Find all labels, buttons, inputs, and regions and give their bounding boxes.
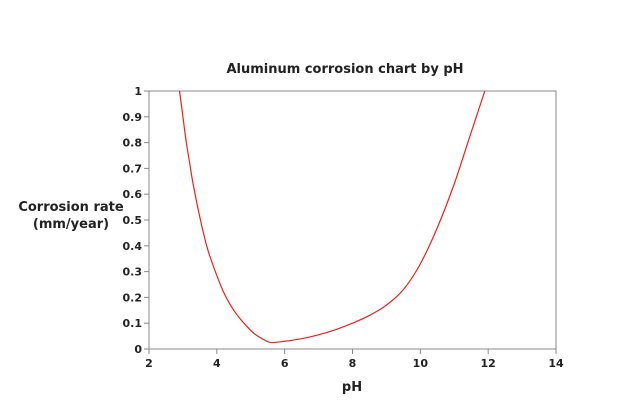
- x-tick-label: 12: [481, 357, 496, 370]
- x-axis-label: pH: [342, 380, 362, 395]
- y-tick-label: 0.7: [123, 162, 143, 175]
- y-axis-label-line-2: (mm/year): [33, 217, 109, 232]
- y-tick-label: 0.3: [123, 266, 143, 279]
- corrosion-rate-line: [178, 90, 486, 344]
- x-tick-label: 2: [145, 357, 153, 370]
- x-tick-label: 4: [213, 357, 221, 370]
- y-axis-label-line-1: Corrosion rate: [18, 200, 124, 215]
- chart-title: Aluminum corrosion chart by pH: [226, 62, 463, 77]
- y-tick-label: 0.1: [123, 317, 143, 330]
- y-tick-label: 1: [134, 85, 142, 98]
- x-tick-label: 8: [349, 357, 357, 370]
- x-tick-label: 6: [281, 357, 289, 370]
- x-tick-label: 14: [548, 357, 564, 370]
- y-tick-label: 0.5: [123, 214, 143, 227]
- y-axis-label: Corrosion rate (mm/year): [18, 200, 124, 232]
- y-tick-label: 0.2: [123, 291, 143, 304]
- series-group: [178, 90, 486, 344]
- plot-area-frame: [148, 90, 557, 350]
- y-tick-label: 0.8: [123, 137, 143, 150]
- y-tick-label: 0.6: [123, 188, 143, 201]
- y-tick-label: 0.9: [123, 111, 143, 124]
- x-tick-label: 10: [413, 357, 429, 370]
- y-tick-label: 0: [134, 343, 142, 356]
- x-axis-ticks: 2 4 6 8 10 12 14: [145, 349, 564, 370]
- y-axis-ticks: 0 0.1 0.2 0.3 0.4 0.5 0.6 0.7 0.8 0.9 1: [123, 85, 149, 356]
- y-tick-label: 0.4: [123, 240, 143, 253]
